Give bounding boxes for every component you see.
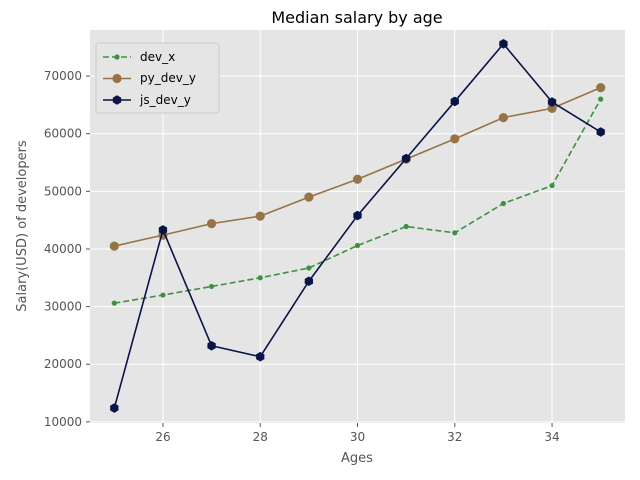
data-point-py-dev-y (352, 174, 363, 184)
data-point-dev-x (208, 283, 215, 290)
data-point-py-dev-y (109, 241, 119, 251)
y-tick-label: 50000 (44, 184, 82, 198)
data-point-js-dev-y (207, 340, 216, 351)
y-tick-label: 30000 (44, 300, 82, 314)
x-axis-label: Ages (341, 451, 373, 466)
x-tick-label: 28 (253, 430, 268, 444)
x-tick-label: 30 (350, 430, 365, 444)
data-point-dev-x (354, 242, 361, 249)
data-point-py-dev-y (206, 219, 217, 229)
data-point-dev-x (111, 300, 117, 306)
data-point-py-dev-y (450, 134, 460, 144)
legend-marker-py-dev-y (112, 73, 122, 84)
data-point-py-dev-y (596, 83, 606, 93)
series-layer (109, 39, 606, 413)
series-line-dev-x (114, 98, 602, 304)
y-tick-label: 10000 (44, 415, 82, 429)
legend: dev_x py_dev_y js_dev_y (95, 42, 220, 114)
data-point-js-dev-y (110, 403, 119, 413)
grid (90, 30, 625, 423)
y-axis-label: Salary(USD) of developers (15, 140, 30, 312)
x-tick-label: 32 (447, 430, 462, 444)
x-tick-label: 26 (155, 430, 170, 444)
data-point-js-dev-y (499, 39, 508, 49)
legend-label-dev-x: dev_x (140, 50, 175, 64)
data-point-py-dev-y (255, 211, 265, 221)
y-tick-label: 60000 (44, 127, 82, 141)
data-point-dev-x (549, 182, 555, 189)
y-tick-label: 40000 (44, 242, 82, 256)
data-point-dev-x (500, 200, 507, 207)
y-tick-label: 20000 (44, 357, 82, 371)
data-point-js-dev-y (353, 210, 362, 221)
data-point-dev-x (160, 292, 166, 298)
data-point-dev-x (306, 265, 312, 271)
data-point-js-dev-y (547, 97, 557, 107)
data-point-dev-x (598, 96, 604, 102)
data-point-py-dev-y (498, 112, 509, 123)
legend-box (95, 42, 220, 114)
data-point-js-dev-y (256, 351, 265, 362)
data-point-dev-x (257, 275, 263, 281)
x-tick-label: 34 (544, 430, 559, 444)
ticks: 26 28 30 32 34 10000 20000 30000 40000 50000 60000… (44, 69, 560, 444)
data-point-py-dev-y (547, 103, 557, 113)
data-point-js-dev-y (596, 127, 605, 137)
data-point-js-dev-y (401, 153, 411, 164)
data-point-js-dev-y (304, 276, 314, 287)
data-point-js-dev-y (450, 96, 459, 107)
data-point-py-dev-y (304, 192, 314, 202)
y-tick-label: 70000 (44, 69, 82, 83)
chart-title: Median salary by age (271, 8, 442, 27)
data-point-js-dev-y (158, 225, 168, 235)
legend-marker-dev-x (114, 54, 120, 60)
data-point-dev-x (452, 230, 458, 236)
data-point-dev-x (403, 223, 409, 230)
legend-marker-js-dev-y (112, 95, 122, 105)
legend-label-js-dev-y: js_dev_y (139, 93, 191, 107)
legend-label-py-dev-y: py_dev_y (140, 71, 196, 85)
